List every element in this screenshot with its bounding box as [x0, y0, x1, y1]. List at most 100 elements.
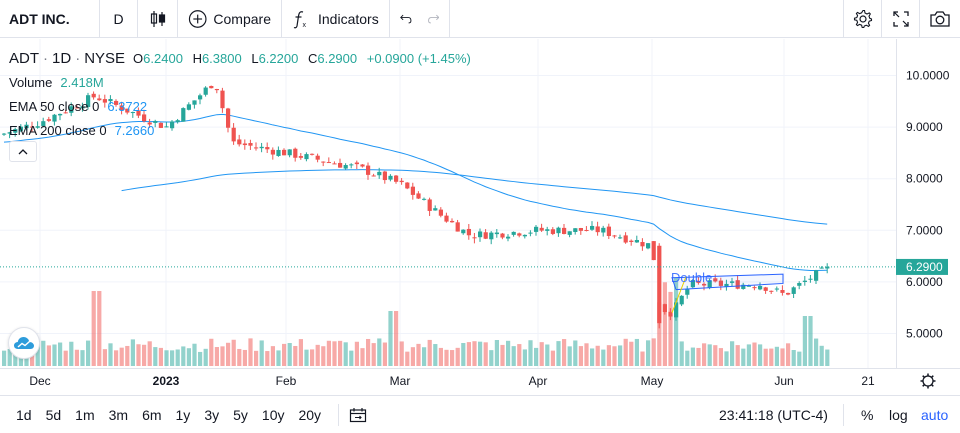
symbol-search-button[interactable]: ADT INC.	[0, 0, 100, 38]
undo-icon[interactable]	[400, 12, 413, 26]
volume-bar	[438, 347, 443, 366]
volume-bar	[354, 341, 359, 366]
candle-body	[18, 126, 23, 131]
candle-body	[578, 228, 583, 231]
volume-bar	[780, 348, 785, 366]
interval-button[interactable]: D	[100, 0, 138, 38]
volume-bar	[539, 342, 544, 366]
volume-bar	[819, 345, 824, 366]
cloud-logo-icon	[14, 337, 34, 349]
volume-bar	[130, 339, 135, 366]
candle-body	[797, 283, 802, 286]
clock-timezone-button[interactable]: 23:41:18 (UTC-4)	[719, 406, 828, 423]
double-pattern-drawing[interactable]	[671, 273, 784, 291]
volume-bar	[814, 338, 819, 366]
auto-scale-toggle[interactable]: auto	[921, 406, 949, 423]
range-1m[interactable]: 1m	[75, 406, 95, 423]
volume-bar	[601, 349, 606, 366]
bottom-divider	[843, 404, 844, 426]
volume-bar	[69, 341, 74, 366]
volume-bar	[752, 342, 757, 366]
range-6m[interactable]: 6m	[142, 406, 162, 423]
volume-bar	[142, 344, 147, 366]
candle-body	[612, 235, 617, 237]
candle-body	[405, 182, 410, 189]
indicators-button[interactable]: x Indicators	[282, 0, 390, 38]
ema200-line[interactable]	[121, 169, 828, 225]
volume-bar	[573, 340, 578, 366]
candle-body	[86, 95, 91, 107]
redo-icon[interactable]	[427, 12, 440, 26]
time-axis-settings-icon	[922, 384, 925, 387]
candle-body	[461, 229, 466, 234]
candle-body	[489, 232, 494, 240]
range-1y[interactable]: 1y	[175, 406, 191, 423]
volume-bar	[7, 349, 12, 366]
candle-body	[248, 143, 253, 146]
candle-body	[410, 186, 415, 195]
bar-style-button[interactable]	[138, 0, 178, 38]
legend-ema200-row[interactable]: EMA 200 close 0 7.2660	[9, 119, 477, 143]
range-3y[interactable]: 3y	[204, 406, 220, 423]
candle-body	[438, 209, 443, 216]
volume-bar	[58, 342, 63, 366]
candle-body	[741, 284, 746, 289]
settings-button[interactable]	[844, 0, 882, 38]
candle-body	[651, 241, 656, 261]
volume-bar	[52, 344, 57, 366]
candle-body	[416, 193, 421, 199]
range-20y[interactable]: 20y	[298, 406, 322, 423]
goto-date-button[interactable]	[349, 407, 367, 423]
candle-body	[349, 164, 354, 166]
legend-collapse-button[interactable]	[9, 141, 37, 162]
candle-body	[270, 149, 275, 155]
candle-body	[259, 146, 264, 149]
candle-body	[550, 229, 555, 234]
candle-body	[494, 232, 499, 235]
candle-body	[657, 245, 662, 324]
candle-body	[427, 199, 432, 211]
tradingview-logo-button[interactable]	[8, 327, 40, 359]
snapshot-button[interactable]	[920, 0, 960, 38]
last-price-tag[interactable]	[896, 258, 948, 275]
ema50-label: EMA 50 close 0	[9, 99, 100, 114]
candle-body	[618, 237, 623, 239]
legend-interval: 1D	[52, 50, 72, 67]
ema50-line[interactable]	[3, 113, 828, 272]
legend-ticker[interactable]: ADT	[9, 50, 39, 67]
range-10y[interactable]: 10y	[261, 406, 285, 423]
legend-close-value: 6.2900	[317, 51, 358, 66]
candle-body	[360, 164, 365, 167]
time-axis-settings-icon[interactable]	[922, 375, 934, 387]
candle-body	[634, 240, 639, 243]
range-5d[interactable]: 5d	[45, 406, 62, 423]
volume-bar	[338, 340, 343, 366]
volume-bar	[388, 311, 393, 366]
percent-scale-toggle[interactable]: %	[861, 406, 874, 423]
volume-bar	[690, 347, 695, 366]
legend-volume-row[interactable]: Volume 2.418M	[9, 71, 477, 95]
volume-bar	[220, 346, 225, 366]
volume-bar	[483, 342, 488, 366]
fullscreen-button[interactable]	[882, 0, 920, 38]
time-axis-label: Jun	[774, 374, 793, 388]
candle-body	[668, 311, 673, 317]
range-3m[interactable]: 3m	[108, 406, 129, 423]
candle-body	[125, 108, 130, 113]
range-1d[interactable]: 1d	[16, 406, 32, 423]
legend-main-row: ADT · 1D · NYSE O6.2400 H6.3800 L6.2200 …	[9, 47, 477, 71]
candle-body	[91, 93, 96, 98]
volume-bar	[455, 347, 460, 366]
price-chart[interactable]: 10.0000 9.0000 8.0000 7.0000 6.0000 5.0000 Dec…	[0, 39, 960, 395]
volume-bar	[399, 341, 404, 366]
candle-body	[450, 220, 455, 223]
chevron-up-icon	[18, 148, 28, 154]
candle-body	[209, 85, 214, 89]
compare-button[interactable]: Compare	[178, 0, 282, 38]
range-5y[interactable]: 5y	[233, 406, 248, 423]
candle-body	[102, 99, 107, 103]
legend-ema50-row[interactable]: EMA 50 close 0 6.3722	[9, 95, 477, 119]
time-axis-label: 2023	[153, 374, 180, 388]
candle-body	[802, 280, 807, 282]
log-scale-toggle[interactable]: log	[889, 406, 908, 423]
